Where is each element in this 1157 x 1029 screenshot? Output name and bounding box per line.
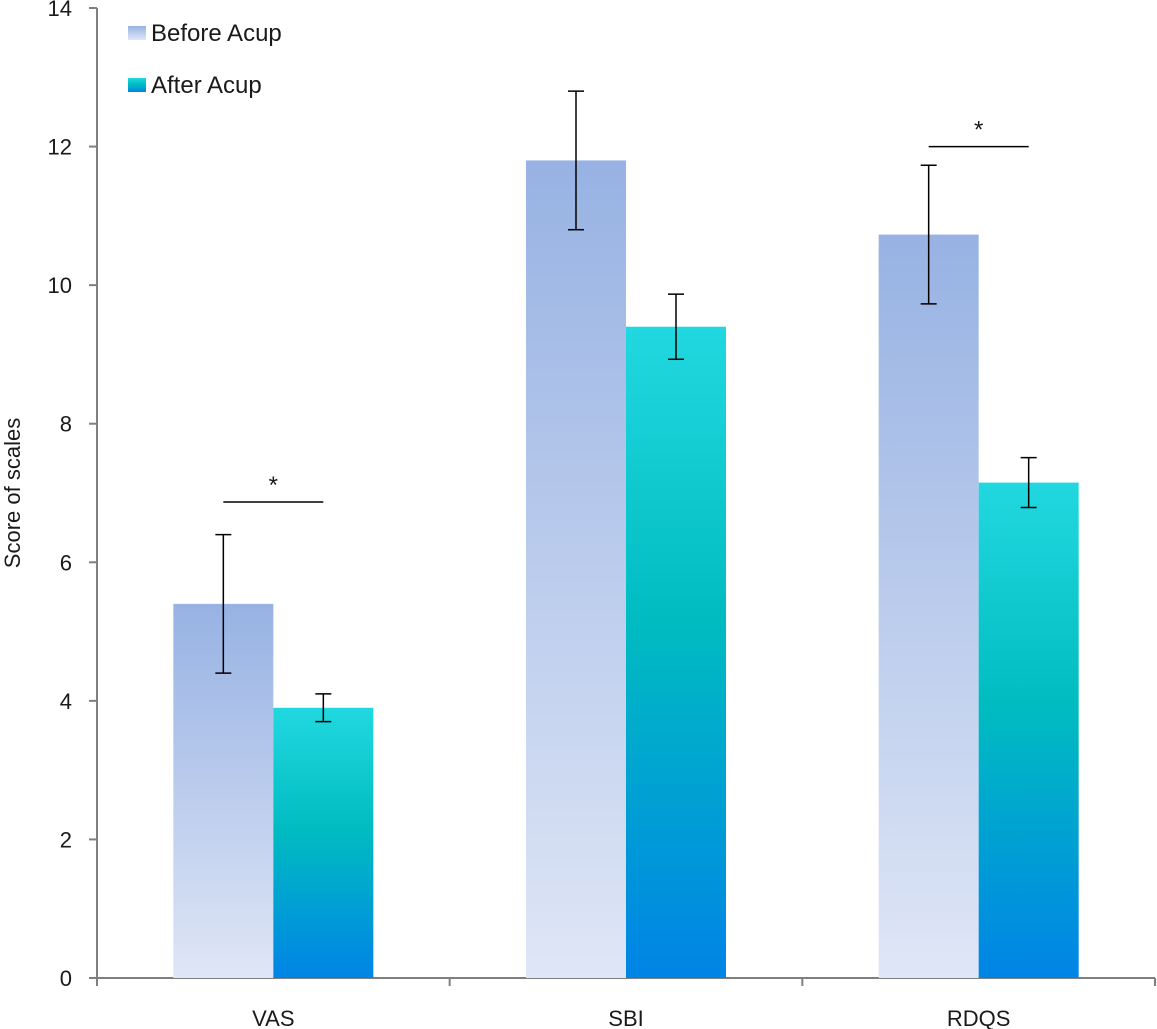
y-axis-title: Score of scales — [0, 418, 25, 568]
bars — [173, 160, 1079, 979]
y-tick-label: 8 — [60, 412, 72, 437]
bar-rdqs-after — [978, 482, 1079, 978]
y-tick-label: 2 — [60, 827, 72, 852]
significance-asterisk: * — [974, 117, 983, 144]
legend-swatch-after — [128, 78, 146, 92]
error-bar — [920, 164, 937, 305]
bar-vas-after — [273, 707, 374, 978]
legend: Before Acup After Acup — [128, 20, 282, 99]
legend-swatch-before — [128, 26, 146, 40]
significance-markers: ** — [223, 117, 1029, 503]
y-tick-label: 0 — [60, 966, 72, 991]
error-bar — [668, 293, 684, 361]
y-tick-label: 12 — [48, 135, 72, 160]
y-axis-ticks: 0 2 4 6 8 10 12 14 — [48, 0, 97, 991]
error-bar — [568, 90, 584, 231]
significance-asterisk: * — [269, 472, 278, 499]
y-tick-label: 10 — [48, 273, 72, 298]
y-tick-label: 14 — [48, 0, 72, 21]
bar-sbi-after — [626, 326, 726, 978]
error-bars — [215, 90, 1037, 723]
y-tick-label: 4 — [60, 689, 72, 714]
y-tick-label: 6 — [60, 550, 72, 575]
error-bar — [315, 693, 332, 723]
x-tick-label: VAS — [252, 1006, 294, 1029]
legend-label-before: Before Acup — [151, 20, 282, 47]
x-tick-label: RDQS — [947, 1006, 1011, 1029]
x-tick-label: SBI — [608, 1006, 643, 1029]
legend-label-after: After Acup — [151, 72, 262, 99]
x-axis-labels: VAS SBI RDQS — [252, 1006, 1010, 1029]
error-bar — [1020, 456, 1037, 509]
bar-sbi-before — [526, 160, 626, 978]
error-bar — [215, 533, 232, 674]
bar-rdqs-before — [878, 234, 979, 979]
